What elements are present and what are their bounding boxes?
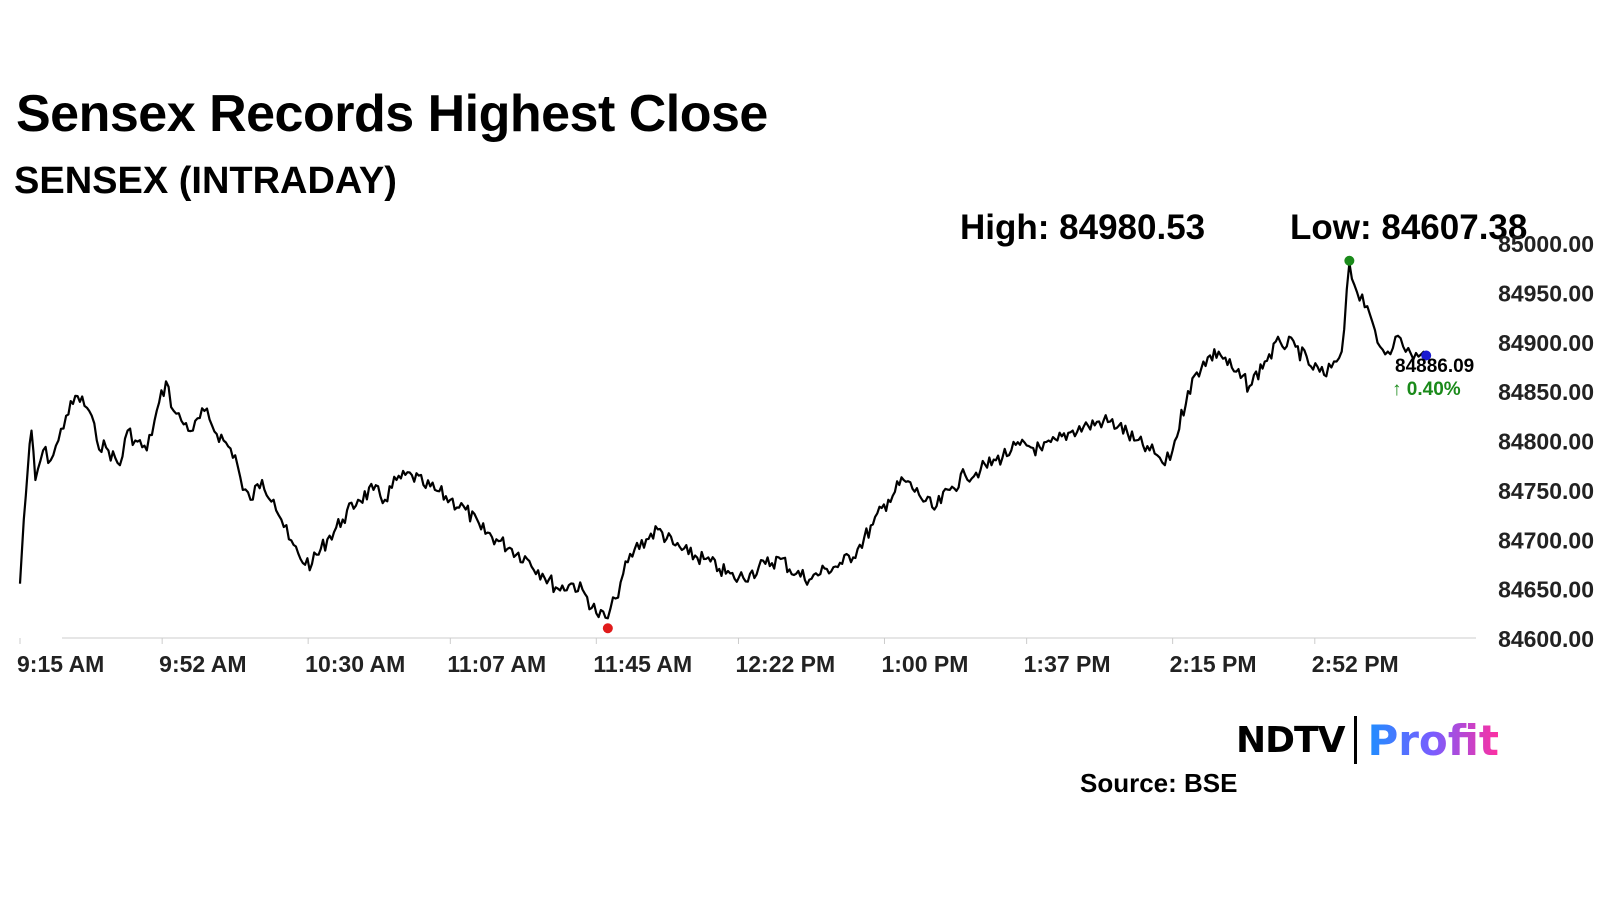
y-tick-label: 84600.00: [1498, 626, 1594, 652]
x-tick-label: 12:22 PM: [735, 651, 835, 677]
chart-title: Sensex Records Highest Close: [16, 85, 768, 143]
x-tick-label: 1:37 PM: [1024, 651, 1111, 677]
y-tick-label: 84750.00: [1498, 478, 1594, 504]
logo-ndtv-text: NDTV: [1236, 719, 1345, 761]
last-value-label: 84886.09: [1395, 356, 1474, 377]
y-tick-label: 84650.00: [1498, 577, 1594, 603]
y-tick-label: 84900.00: [1498, 330, 1594, 356]
high-marker: [1344, 255, 1355, 266]
ndtv-profit-logo: NDTV Profit: [1236, 712, 1499, 768]
x-tick-label: 2:15 PM: [1170, 651, 1257, 677]
x-tick-label: 2:52 PM: [1312, 651, 1399, 677]
low-label: Low: 84607.38: [1290, 208, 1528, 247]
last-marker: [1421, 350, 1432, 361]
y-tick-label: 84700.00: [1498, 527, 1594, 553]
y-tick-label: 85000.00: [1498, 231, 1594, 257]
x-tick-label: 9:52 AM: [159, 651, 246, 677]
source-note: Source: BSE: [1080, 768, 1238, 798]
x-tick-label: 9:15 AM: [17, 651, 104, 677]
low-marker: [602, 623, 613, 634]
y-tick-label: 84800.00: [1498, 429, 1594, 455]
x-tick-label: 1:00 PM: [881, 651, 968, 677]
last-change-label: ↑ 0.40%: [1392, 379, 1461, 400]
high-label: High: 84980.53: [960, 208, 1206, 247]
x-tick-label: 11:07 AM: [447, 651, 546, 677]
logo-divider: [1354, 716, 1358, 764]
x-tick-label: 10:30 AM: [305, 651, 405, 677]
y-tick-label: 84950.00: [1498, 280, 1594, 306]
chart-subtitle: SENSEX (INTRADAY): [14, 160, 397, 202]
sensex-series-line: [18, 261, 1428, 620]
y-tick-label: 84850.00: [1498, 379, 1594, 405]
logo-profit-text: Profit: [1367, 715, 1499, 765]
x-tick-label: 11:45 AM: [593, 651, 692, 677]
